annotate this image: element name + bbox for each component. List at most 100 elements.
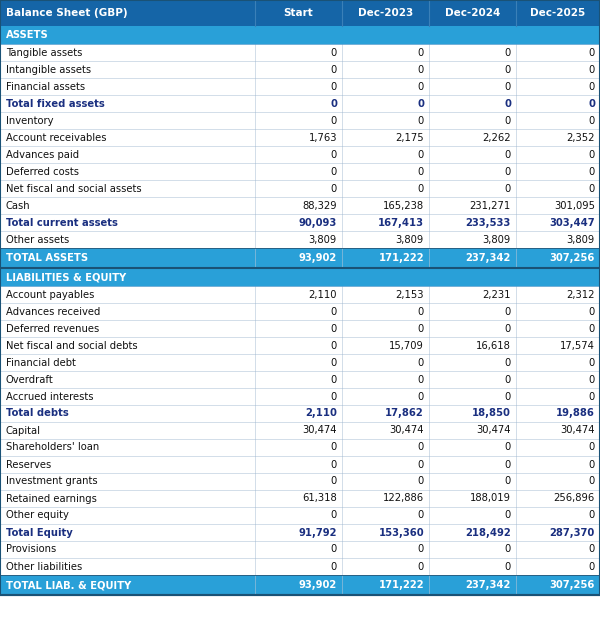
Bar bbox=[0, 507, 600, 524]
Bar bbox=[0, 354, 600, 371]
Text: 0: 0 bbox=[331, 64, 337, 75]
Text: 0: 0 bbox=[504, 99, 511, 108]
Text: 0: 0 bbox=[505, 511, 511, 520]
Bar bbox=[0, 163, 600, 180]
Text: Advances paid: Advances paid bbox=[6, 149, 79, 160]
Text: 0: 0 bbox=[505, 184, 511, 193]
Text: 0: 0 bbox=[418, 511, 424, 520]
Text: 61,318: 61,318 bbox=[302, 493, 337, 504]
Text: 0: 0 bbox=[589, 477, 595, 486]
Text: 0: 0 bbox=[331, 115, 337, 126]
Text: 0: 0 bbox=[331, 562, 337, 571]
Text: 0: 0 bbox=[331, 167, 337, 176]
Text: 188,019: 188,019 bbox=[470, 493, 511, 504]
Text: 0: 0 bbox=[589, 442, 595, 453]
Text: 171,222: 171,222 bbox=[379, 253, 424, 263]
Text: 0: 0 bbox=[331, 341, 337, 350]
Text: 19,886: 19,886 bbox=[556, 408, 595, 419]
Text: 0: 0 bbox=[331, 48, 337, 57]
Text: Dec-2025: Dec-2025 bbox=[530, 8, 586, 18]
Text: 165,238: 165,238 bbox=[383, 200, 424, 211]
Text: 30,474: 30,474 bbox=[560, 426, 595, 435]
Text: Net fiscal and social assets: Net fiscal and social assets bbox=[6, 184, 142, 193]
Text: 167,413: 167,413 bbox=[378, 218, 424, 227]
Text: 0: 0 bbox=[505, 115, 511, 126]
Text: Accrued interests: Accrued interests bbox=[6, 392, 94, 401]
Text: 0: 0 bbox=[331, 544, 337, 554]
Text: 30,474: 30,474 bbox=[302, 426, 337, 435]
Text: TOTAL ASSETS: TOTAL ASSETS bbox=[6, 253, 88, 263]
Text: Shareholders' loan: Shareholders' loan bbox=[6, 442, 99, 453]
Text: TOTAL LIAB. & EQUITY: TOTAL LIAB. & EQUITY bbox=[6, 580, 131, 590]
Text: 2,231: 2,231 bbox=[482, 290, 511, 299]
Text: 0: 0 bbox=[589, 375, 595, 384]
Text: 0: 0 bbox=[505, 392, 511, 401]
Text: Start: Start bbox=[284, 8, 313, 18]
Text: 90,093: 90,093 bbox=[299, 218, 337, 227]
Text: 0: 0 bbox=[589, 544, 595, 554]
Text: 237,342: 237,342 bbox=[466, 253, 511, 263]
Text: 0: 0 bbox=[331, 511, 337, 520]
Text: 0: 0 bbox=[505, 149, 511, 160]
Text: LIABILITIES & EQUITY: LIABILITIES & EQUITY bbox=[6, 272, 126, 282]
Text: 0: 0 bbox=[589, 460, 595, 469]
Text: 0: 0 bbox=[330, 99, 337, 108]
Text: Account payables: Account payables bbox=[6, 290, 94, 299]
Text: 2,110: 2,110 bbox=[308, 290, 337, 299]
Text: Retained earnings: Retained earnings bbox=[6, 493, 97, 504]
Text: 0: 0 bbox=[505, 82, 511, 91]
Bar bbox=[0, 61, 600, 78]
Bar bbox=[0, 303, 600, 320]
Text: 233,533: 233,533 bbox=[466, 218, 511, 227]
Bar bbox=[0, 558, 600, 575]
Text: Cash: Cash bbox=[6, 200, 31, 211]
Bar bbox=[0, 214, 600, 231]
Text: 256,896: 256,896 bbox=[554, 493, 595, 504]
Text: Total debts: Total debts bbox=[6, 408, 69, 419]
Text: 0: 0 bbox=[589, 48, 595, 57]
Text: Financial assets: Financial assets bbox=[6, 82, 85, 91]
Text: 0: 0 bbox=[589, 82, 595, 91]
Text: 1,763: 1,763 bbox=[308, 133, 337, 142]
Text: Reserves: Reserves bbox=[6, 460, 51, 469]
Text: 0: 0 bbox=[418, 48, 424, 57]
Text: 0: 0 bbox=[505, 307, 511, 316]
Text: 153,360: 153,360 bbox=[379, 527, 424, 538]
Bar bbox=[0, 0, 600, 26]
Bar bbox=[0, 197, 600, 214]
Text: 0: 0 bbox=[418, 115, 424, 126]
Text: 0: 0 bbox=[331, 149, 337, 160]
Bar bbox=[0, 575, 600, 595]
Text: 0: 0 bbox=[417, 99, 424, 108]
Text: 231,271: 231,271 bbox=[470, 200, 511, 211]
Text: 0: 0 bbox=[589, 167, 595, 176]
Bar bbox=[0, 473, 600, 490]
Bar bbox=[0, 320, 600, 337]
Text: 2,175: 2,175 bbox=[395, 133, 424, 142]
Text: 0: 0 bbox=[505, 460, 511, 469]
Text: 0: 0 bbox=[331, 477, 337, 486]
Text: 0: 0 bbox=[589, 149, 595, 160]
Bar bbox=[0, 44, 600, 61]
Text: 0: 0 bbox=[418, 562, 424, 571]
Text: Other liabilities: Other liabilities bbox=[6, 562, 82, 571]
Text: Total fixed assets: Total fixed assets bbox=[6, 99, 105, 108]
Text: 0: 0 bbox=[331, 375, 337, 384]
Text: 3,809: 3,809 bbox=[483, 234, 511, 245]
Text: 0: 0 bbox=[331, 392, 337, 401]
Bar bbox=[0, 129, 600, 146]
Text: Total Equity: Total Equity bbox=[6, 527, 73, 538]
Bar bbox=[0, 78, 600, 95]
Text: Financial debt: Financial debt bbox=[6, 357, 76, 368]
Text: 93,902: 93,902 bbox=[299, 580, 337, 590]
Text: 218,492: 218,492 bbox=[465, 527, 511, 538]
Text: 2,110: 2,110 bbox=[305, 408, 337, 419]
Text: 0: 0 bbox=[331, 323, 337, 334]
Bar bbox=[0, 26, 600, 44]
Bar bbox=[0, 371, 600, 388]
Text: 16,618: 16,618 bbox=[476, 341, 511, 350]
Bar bbox=[0, 337, 600, 354]
Text: 0: 0 bbox=[418, 460, 424, 469]
Text: 30,474: 30,474 bbox=[476, 426, 511, 435]
Text: Intangible assets: Intangible assets bbox=[6, 64, 91, 75]
